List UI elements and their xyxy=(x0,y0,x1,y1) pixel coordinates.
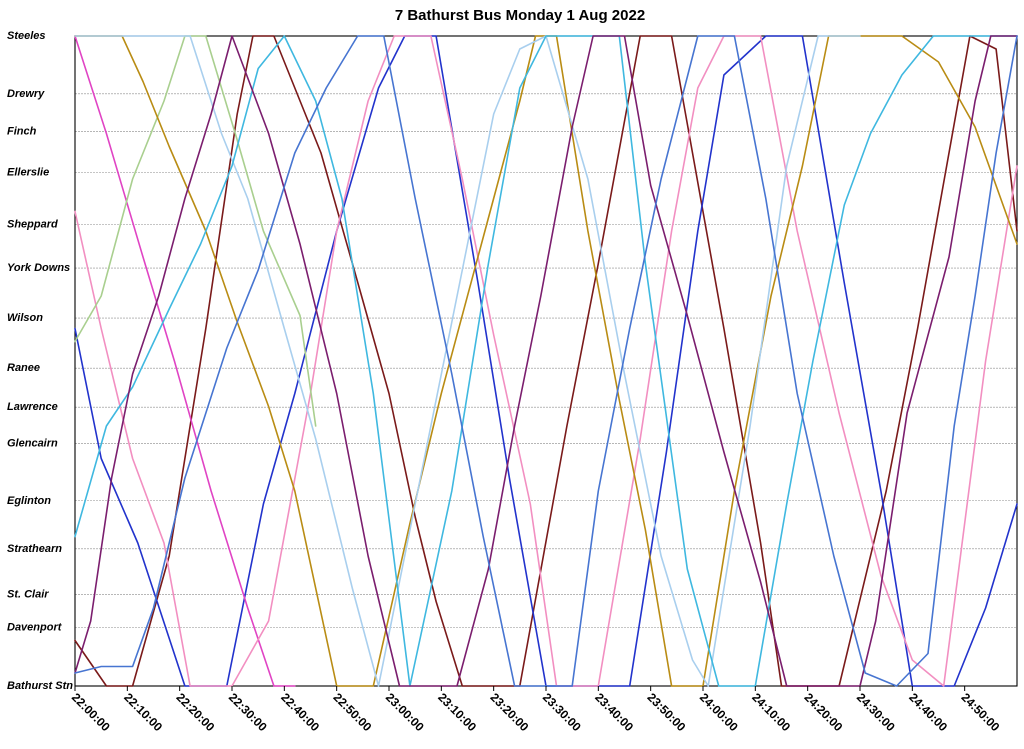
stop-label: St. Clair xyxy=(7,588,49,600)
series-line-4 xyxy=(74,35,1018,687)
stop-label: Finch xyxy=(7,126,37,138)
series-line-10 xyxy=(74,35,1018,687)
chart-title: 7 Bathurst Bus Monday 1 Aug 2022 xyxy=(395,7,645,24)
x-axis-ticks: 22:00:00 22:10:00 22:20:00 22:30:00 22:40:00… xyxy=(69,686,1003,734)
stop-label: Sheppard xyxy=(7,219,58,231)
stop-label: Eglinton xyxy=(7,495,51,507)
stop-label: Glencairn xyxy=(7,438,58,450)
x-tick-label: 22:00:00 xyxy=(69,690,113,734)
x-tick-label: 23:30:00 xyxy=(540,690,584,734)
x-tick-label: 23:10:00 xyxy=(435,690,479,734)
series-line-3 xyxy=(74,35,296,687)
stop-label: York Downs xyxy=(7,262,70,274)
x-tick-label: 23:20:00 xyxy=(488,690,532,734)
x-tick-label: 22:40:00 xyxy=(278,690,322,734)
x-tick-label: 22:20:00 xyxy=(174,690,218,734)
stop-label: Strathearn xyxy=(7,543,62,555)
stop-labels: Steeles Drewry Finch Ellerslie Sheppard York … xyxy=(7,30,73,692)
stop-label: Ellerslie xyxy=(7,167,49,179)
x-tick-label: 24:10:00 xyxy=(749,690,793,734)
x-tick-label: 24:50:00 xyxy=(959,690,1003,734)
series-line-9 xyxy=(74,35,1018,687)
gridlines xyxy=(75,93,1017,628)
series-line-7 xyxy=(74,35,861,687)
x-tick-label: 23:00:00 xyxy=(383,690,427,734)
stop-label: Bathurst Stn xyxy=(7,680,73,692)
stop-label: Davenport xyxy=(7,622,63,634)
x-tick-label: 24:40:00 xyxy=(906,690,950,734)
x-tick-label: 22:50:00 xyxy=(331,690,375,734)
series-line-8 xyxy=(74,35,1018,687)
x-tick-label: 24:00:00 xyxy=(697,690,741,734)
stop-label: Steeles xyxy=(7,30,46,42)
series-line-5 xyxy=(74,35,317,427)
series-line-2 xyxy=(74,35,1018,687)
plot-area xyxy=(74,35,1018,687)
stop-label: Wilson xyxy=(7,312,43,324)
x-tick-label: 22:10:00 xyxy=(121,690,165,734)
x-tick-label: 23:40:00 xyxy=(592,690,636,734)
series-line-1 xyxy=(74,35,1018,687)
stop-label: Drewry xyxy=(7,88,45,100)
x-tick-label: 24:30:00 xyxy=(854,690,898,734)
x-tick-label: 23:50:00 xyxy=(645,690,689,734)
stop-label: Ranee xyxy=(7,362,40,374)
x-tick-label: 22:30:00 xyxy=(226,690,270,734)
series-line-6 xyxy=(74,35,1018,687)
series-lines xyxy=(74,35,1018,687)
x-tick-label: 24:20:00 xyxy=(802,690,846,734)
stop-label: Lawrence xyxy=(7,401,58,413)
